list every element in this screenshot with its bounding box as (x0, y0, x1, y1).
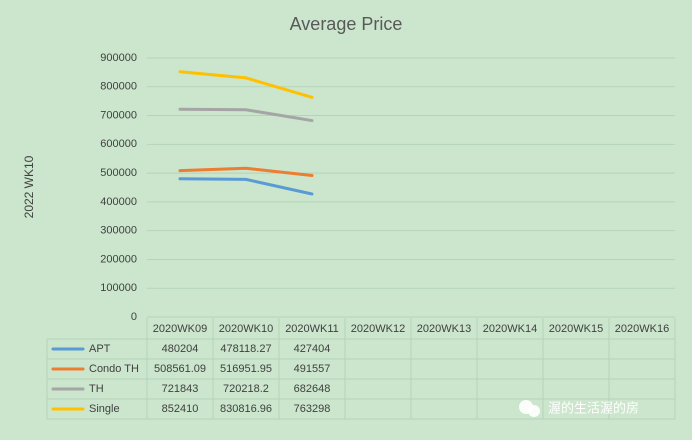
x-tick-label: 2020WK12 (351, 323, 405, 335)
legend-label: TH (89, 383, 104, 395)
table-value: 508561.09 (154, 363, 206, 375)
series-line (178, 166, 314, 178)
series-line (178, 177, 314, 196)
legend-label: APT (89, 343, 111, 355)
x-tick-label: 2020WK15 (549, 323, 603, 335)
series-line (178, 107, 314, 123)
series-line (178, 70, 314, 99)
y-tick-label: 300000 (100, 225, 137, 237)
legend-label: Condo TH (89, 363, 139, 375)
table-value: 763298 (294, 403, 331, 415)
table-value: 682648 (294, 383, 331, 395)
y-tick-label: 900000 (100, 52, 137, 64)
y-tick-label: 200000 (100, 253, 137, 265)
x-tick-label: 2020WK10 (219, 323, 273, 335)
watermark: 渥的生活渥的房 (519, 400, 639, 417)
y-tick-label: 800000 (100, 81, 137, 93)
table-value: 830816.96 (220, 403, 272, 415)
legend-label: Single (89, 403, 120, 415)
table-value: 852410 (162, 403, 199, 415)
y-tick-label: 700000 (100, 109, 137, 121)
y-tick-label: 0 (131, 311, 137, 323)
chart-title: Average Price (290, 14, 403, 34)
x-tick-label: 2020WK14 (483, 323, 537, 335)
x-tick-label: 2020WK09 (153, 323, 207, 335)
table-value: 478118.27 (220, 343, 271, 355)
table-value: 491557 (294, 363, 331, 375)
y-axis-label: 2022 WK10 (22, 155, 36, 218)
x-tick-label: 2020WK13 (417, 323, 471, 335)
table-value: 516951.95 (220, 363, 272, 375)
y-tick-label: 100000 (100, 282, 137, 294)
table-value: 721843 (162, 383, 199, 395)
table-value: 480204 (162, 343, 199, 355)
table-value: 427404 (294, 343, 331, 355)
y-tick-label: 600000 (100, 138, 137, 150)
y-tick-label: 500000 (100, 167, 137, 179)
y-tick-label: 400000 (100, 196, 137, 208)
watermark-text: 渥的生活渥的房 (548, 401, 639, 417)
x-tick-label: 2020WK16 (615, 323, 669, 335)
table-value: 720218.2 (223, 383, 269, 395)
x-tick-label: 2020WK11 (285, 323, 339, 335)
